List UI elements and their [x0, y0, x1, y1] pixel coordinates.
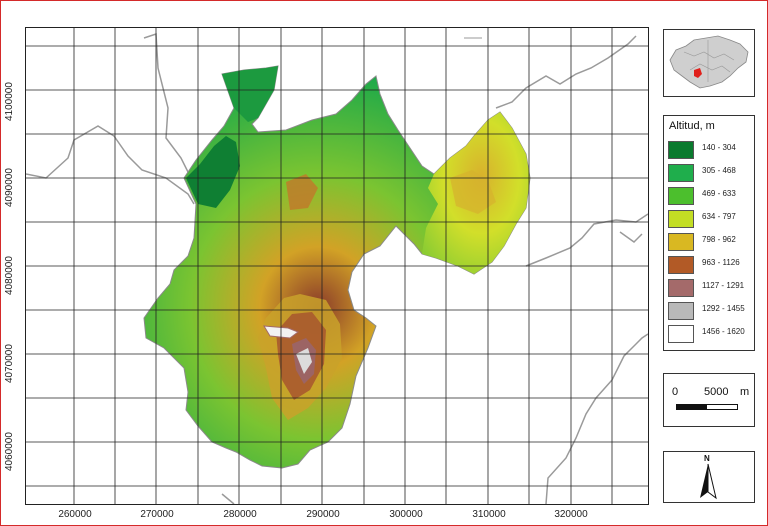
x-tick-label: 270000 — [140, 509, 174, 520]
graticule — [26, 28, 648, 504]
highlight-region — [694, 68, 702, 78]
y-tick-label: 4080000 — [4, 256, 15, 295]
legend-swatch — [668, 164, 694, 182]
legend-label: 634 - 797 — [702, 212, 736, 221]
x-tick-label: 260000 — [58, 509, 92, 520]
legend-swatch — [668, 302, 694, 320]
legend-swatch — [668, 187, 694, 205]
x-tick-label: 320000 — [554, 509, 588, 520]
north-label: N — [704, 454, 710, 463]
y-tick-label: 4060000 — [4, 432, 15, 471]
legend-item: 798 - 962 — [668, 233, 754, 253]
legend-item: 305 - 468 — [668, 164, 754, 184]
inset-locator-map — [663, 29, 755, 97]
scale-bar-panel: 0 5000 m — [663, 373, 755, 427]
legend-item: 634 - 797 — [668, 210, 754, 230]
x-tick-label: 280000 — [223, 509, 257, 520]
elevation-map — [26, 28, 648, 504]
legend-label: 140 - 304 — [702, 143, 736, 152]
y-tick-label: 4090000 — [4, 168, 15, 207]
legend-label: 305 - 468 — [702, 166, 736, 175]
scale-unit-label: m — [740, 386, 750, 398]
region-outline — [669, 35, 749, 89]
north-arrow-panel: N — [663, 451, 755, 503]
legend-swatch — [668, 256, 694, 274]
legend-item: 1456 - 1620 — [668, 325, 754, 345]
legend-item: 140 - 304 — [668, 141, 754, 161]
x-tick-label: 300000 — [389, 509, 423, 520]
legend-label: 469 - 633 — [702, 189, 736, 198]
x-tick-label: 310000 — [472, 509, 506, 520]
terrain-layer — [143, 65, 531, 469]
scale-distance-label: 5000 — [704, 386, 729, 398]
legend-swatch — [668, 141, 694, 159]
legend-item: 963 - 1126 — [668, 256, 754, 276]
north-arrow-icon — [700, 463, 717, 500]
legend-label: 963 - 1126 — [702, 258, 740, 267]
legend-item: 1127 - 1291 — [668, 279, 754, 299]
legend-swatch — [668, 279, 694, 297]
legend-label: 1292 - 1455 — [702, 304, 745, 313]
legend: Altitud, m 140 - 304 305 - 468 469 - 633… — [663, 115, 755, 351]
legend-title: Altitud, m — [669, 120, 715, 132]
legend-label: 1127 - 1291 — [702, 281, 745, 290]
legend-label: 798 - 962 — [702, 235, 736, 244]
legend-label: 1456 - 1620 — [702, 327, 745, 336]
scale-zero-label: 0 — [672, 386, 679, 398]
scale-bar — [676, 404, 738, 410]
y-tick-label: 4070000 — [4, 344, 15, 383]
map-frame[interactable] — [25, 27, 649, 505]
legend-item: 469 - 633 — [668, 187, 754, 207]
legend-swatch — [668, 325, 694, 343]
legend-item: 1292 - 1455 — [668, 302, 754, 322]
x-tick-label: 290000 — [306, 509, 340, 520]
legend-swatch — [668, 233, 694, 251]
legend-swatch — [668, 210, 694, 228]
y-tick-label: 4100000 — [4, 82, 15, 121]
